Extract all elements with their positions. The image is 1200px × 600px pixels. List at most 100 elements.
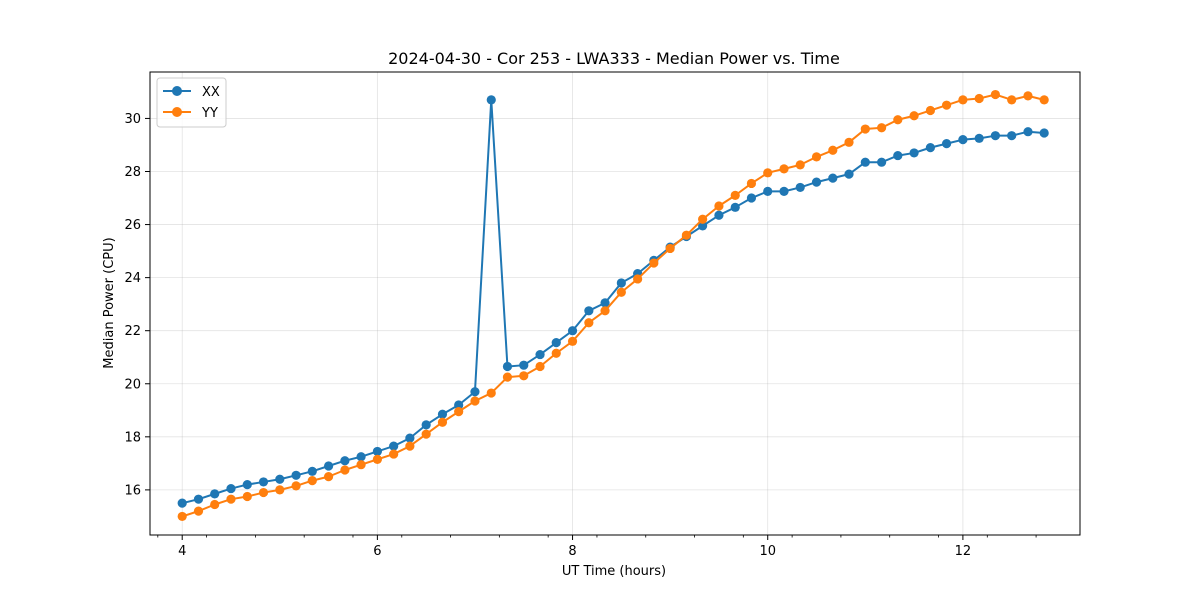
series-yy-point [389,449,399,459]
series-yy-point [974,93,984,104]
series-xx-point [1007,131,1017,141]
series-xx-point [389,441,399,451]
series-yy-point [502,372,513,382]
y-tick-label: 16 [124,483,141,498]
x-axis-label: UT Time (hours) [562,564,666,579]
series-xx-point [502,361,513,372]
series-xx-point [437,409,448,419]
series-yy-point [860,124,870,134]
series-xx-point [372,446,382,457]
series-yy-point [275,485,285,495]
series-xx-point [470,387,480,397]
series-xx-point [454,400,464,410]
series-yy-point [210,499,220,510]
legend-yy-label: YY [201,106,218,121]
series-yy-point [958,95,968,105]
series-xx-point [323,461,334,471]
series-yy-point [551,348,561,358]
y-axis-ticks: 16 18 20 22 24 26 28 30 [124,112,150,498]
series-yy-point [1007,95,1017,105]
series-xx-point [828,173,838,183]
series-xx-point [616,278,626,288]
series-yy-point [258,487,269,498]
y-tick-label: 22 [124,324,141,339]
series-xx-point [698,221,708,231]
series-yy-point [925,105,936,116]
chart-title: 2024-04-30 - Cor 253 - LWA333 - Median P… [388,49,840,68]
x-tick-label: 10 [759,544,776,559]
series-yy-point [877,123,887,133]
series-yy-point [844,137,854,147]
series-yy-point [909,111,919,121]
series-yy-point [779,164,789,174]
series-xx-point [958,135,968,145]
series-xx [177,95,1049,508]
series-lines [177,89,1049,522]
series-xx-point [714,210,724,220]
series-yy-point [340,465,350,475]
series-yy-point [795,160,805,170]
series-yy-point [616,287,626,297]
series-yy-point [242,491,252,502]
x-tick-label: 12 [955,544,972,559]
series-xx-point [779,186,789,196]
series-xx-point [405,433,415,443]
series-yy [177,89,1049,522]
series-yy-point [535,361,545,372]
series-yy-point [714,201,724,211]
series-xx-point [226,483,236,494]
series-yy-point [372,454,382,464]
y-tick-label: 24 [124,271,141,286]
series-yy-point [746,178,757,189]
series-yy-point [763,168,773,178]
series-xx-point [551,338,561,348]
series-xx-point [567,326,578,336]
series-yy-point [486,388,496,398]
series-xx-point [860,157,870,167]
x-tick-label: 4 [178,544,186,559]
legend: XX YY [156,77,227,128]
series-yy-point [519,371,529,381]
series-xx-point [974,133,984,143]
series-xx-point [421,420,431,430]
y-tick-label: 28 [124,165,141,180]
y-tick-label: 26 [124,218,141,233]
series-xx-point [291,470,301,480]
series-xx-point [307,466,317,476]
series-yy-point [665,243,675,254]
series-yy-point [470,396,480,406]
series-xx-point [210,489,220,499]
series-yy-point [421,429,431,439]
series-xx-point [811,177,822,187]
series-yy-point [942,100,952,110]
series-yy-point [633,274,643,284]
series-xx-point [844,169,854,179]
y-axis-label: Median Power (CPU) [102,237,117,368]
series-yy-point [698,214,708,224]
series-xx-point [746,193,757,203]
series-yy-point [323,472,334,482]
series-xx-point [356,452,366,462]
series-xx-point [177,498,187,508]
series-yy-point [649,258,659,268]
series-yy-point [226,494,236,504]
series-xx-point [942,139,952,149]
series-xx-point [1023,127,1033,137]
series-xx-point [535,349,545,360]
series-xx-point [193,494,204,504]
series-xx-point [275,474,285,484]
legend-xx-marker [172,86,182,96]
series-xx-point [990,131,1000,141]
y-tick-label: 18 [124,430,141,445]
series-xx-point [730,202,740,212]
series-yy-point [177,511,187,522]
series-yy-point [990,89,1000,100]
series-xx-point [925,143,936,153]
series-yy-point [307,476,317,486]
series-yy-point [193,506,204,516]
series-yy-point [1039,95,1049,105]
series-xx-point [893,150,903,161]
series-yy-point [828,145,838,155]
legend-yy-marker [172,107,182,117]
